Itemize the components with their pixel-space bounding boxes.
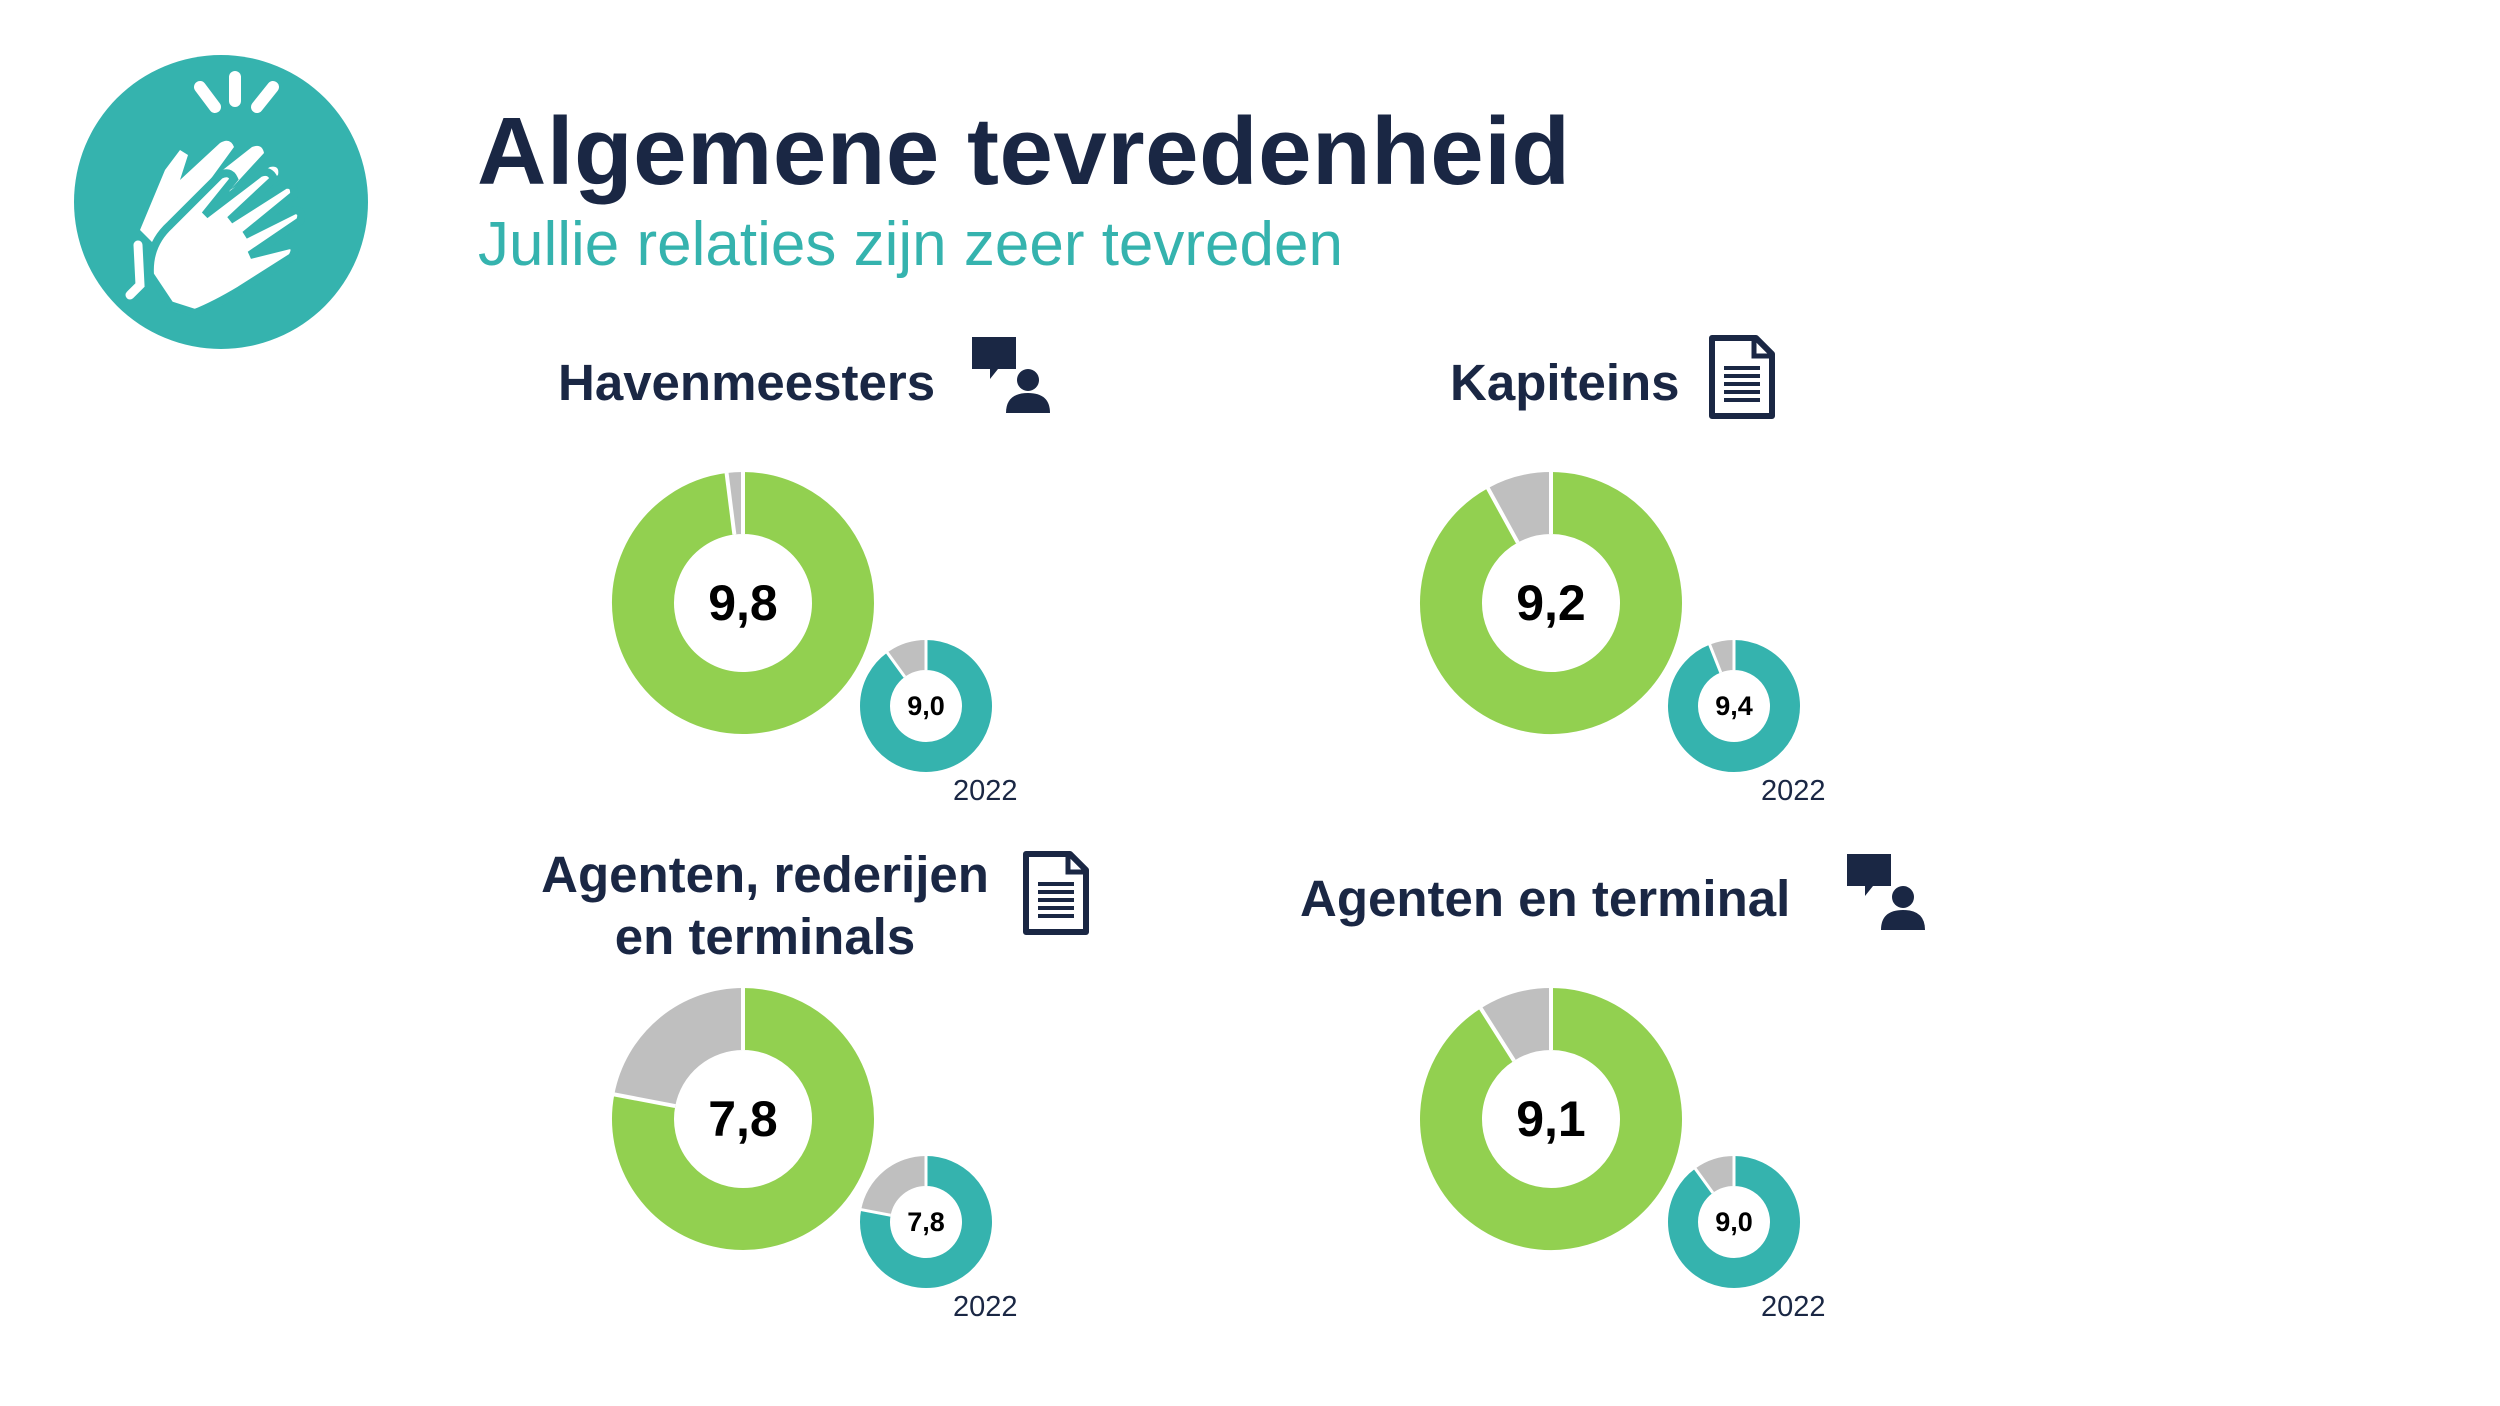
chat-person-icon bbox=[972, 337, 1050, 413]
panel-title-line: en terminals bbox=[614, 908, 916, 965]
panel-title: Agenten en terminal bbox=[1300, 870, 1791, 927]
slice-separator bbox=[859, 1207, 891, 1217]
donut-current: 9,1 bbox=[1420, 987, 1682, 1250]
page-title: Algemene tevredenheid bbox=[477, 98, 1571, 205]
year-label: 2022 bbox=[1761, 775, 1826, 807]
donut-value-slice bbox=[1420, 988, 1682, 1250]
slice-separator bbox=[1693, 1166, 1715, 1194]
panel-title: Agenten, rederijen en terminals bbox=[520, 844, 1010, 968]
slice-separator bbox=[1478, 1006, 1516, 1062]
slice-separator bbox=[724, 471, 737, 535]
year-label: 2022 bbox=[953, 1291, 1018, 1323]
donut-value-slice bbox=[612, 988, 874, 1250]
donut-current: 7,8 bbox=[612, 987, 874, 1250]
donut-remainder-slice bbox=[861, 1156, 927, 1217]
donut-remainder-slice bbox=[1695, 1156, 1735, 1194]
panel-title-line: Agenten, rederijen bbox=[541, 846, 989, 903]
donut-current: 9,8 bbox=[612, 471, 874, 734]
clapping-hands-icon bbox=[74, 55, 368, 349]
donut-value-slice bbox=[1420, 472, 1682, 734]
donut-current: 9,2 bbox=[1420, 471, 1682, 734]
page-subtitle: Jullie relaties zijn zeer tevreden bbox=[478, 210, 1343, 279]
donut-remainder-slice bbox=[1487, 472, 1553, 544]
donut-value-label: 9,0 bbox=[1715, 1207, 1753, 1237]
donut-previous: 9,0 bbox=[1668, 1155, 1800, 1288]
donut-remainder-slice bbox=[1480, 988, 1553, 1062]
donut-previous: 9,0 bbox=[860, 639, 992, 772]
donut-value-slice bbox=[1668, 1156, 1800, 1288]
donut-value-label: 9,8 bbox=[708, 575, 778, 631]
donut-value-slice bbox=[612, 472, 874, 734]
slice-separator bbox=[1707, 643, 1723, 674]
donut-value-slice bbox=[1668, 640, 1800, 772]
year-label: 2022 bbox=[1761, 1291, 1826, 1323]
document-icon bbox=[1709, 335, 1775, 419]
donut-value-slice bbox=[860, 1156, 992, 1288]
panel-title: Havenmeesters bbox=[558, 354, 936, 411]
donut-value-label: 7,8 bbox=[907, 1207, 945, 1237]
donut-previous: 9,4 bbox=[1668, 639, 1800, 772]
donut-value-label: 9,2 bbox=[1516, 575, 1586, 631]
donut-value-label: 9,0 bbox=[907, 691, 945, 721]
donut-remainder-slice bbox=[614, 988, 745, 1108]
year-label: 2022 bbox=[953, 775, 1018, 807]
donut-value-label: 9,1 bbox=[1516, 1091, 1586, 1147]
donut-value-slice bbox=[860, 640, 992, 772]
slice-separator bbox=[885, 650, 907, 678]
donut-remainder-slice bbox=[1709, 640, 1735, 673]
panel-title: Kapiteins bbox=[1450, 354, 1680, 411]
donut-value-label: 9,4 bbox=[1715, 691, 1753, 721]
donut-previous: 7,8 bbox=[859, 1155, 992, 1288]
chat-person-icon bbox=[1847, 854, 1925, 930]
slice-separator bbox=[1485, 486, 1520, 544]
document-icon bbox=[1023, 851, 1089, 935]
slice-separator bbox=[612, 1092, 676, 1109]
donut-value-label: 7,8 bbox=[708, 1091, 778, 1147]
donut-remainder-slice bbox=[887, 640, 927, 678]
